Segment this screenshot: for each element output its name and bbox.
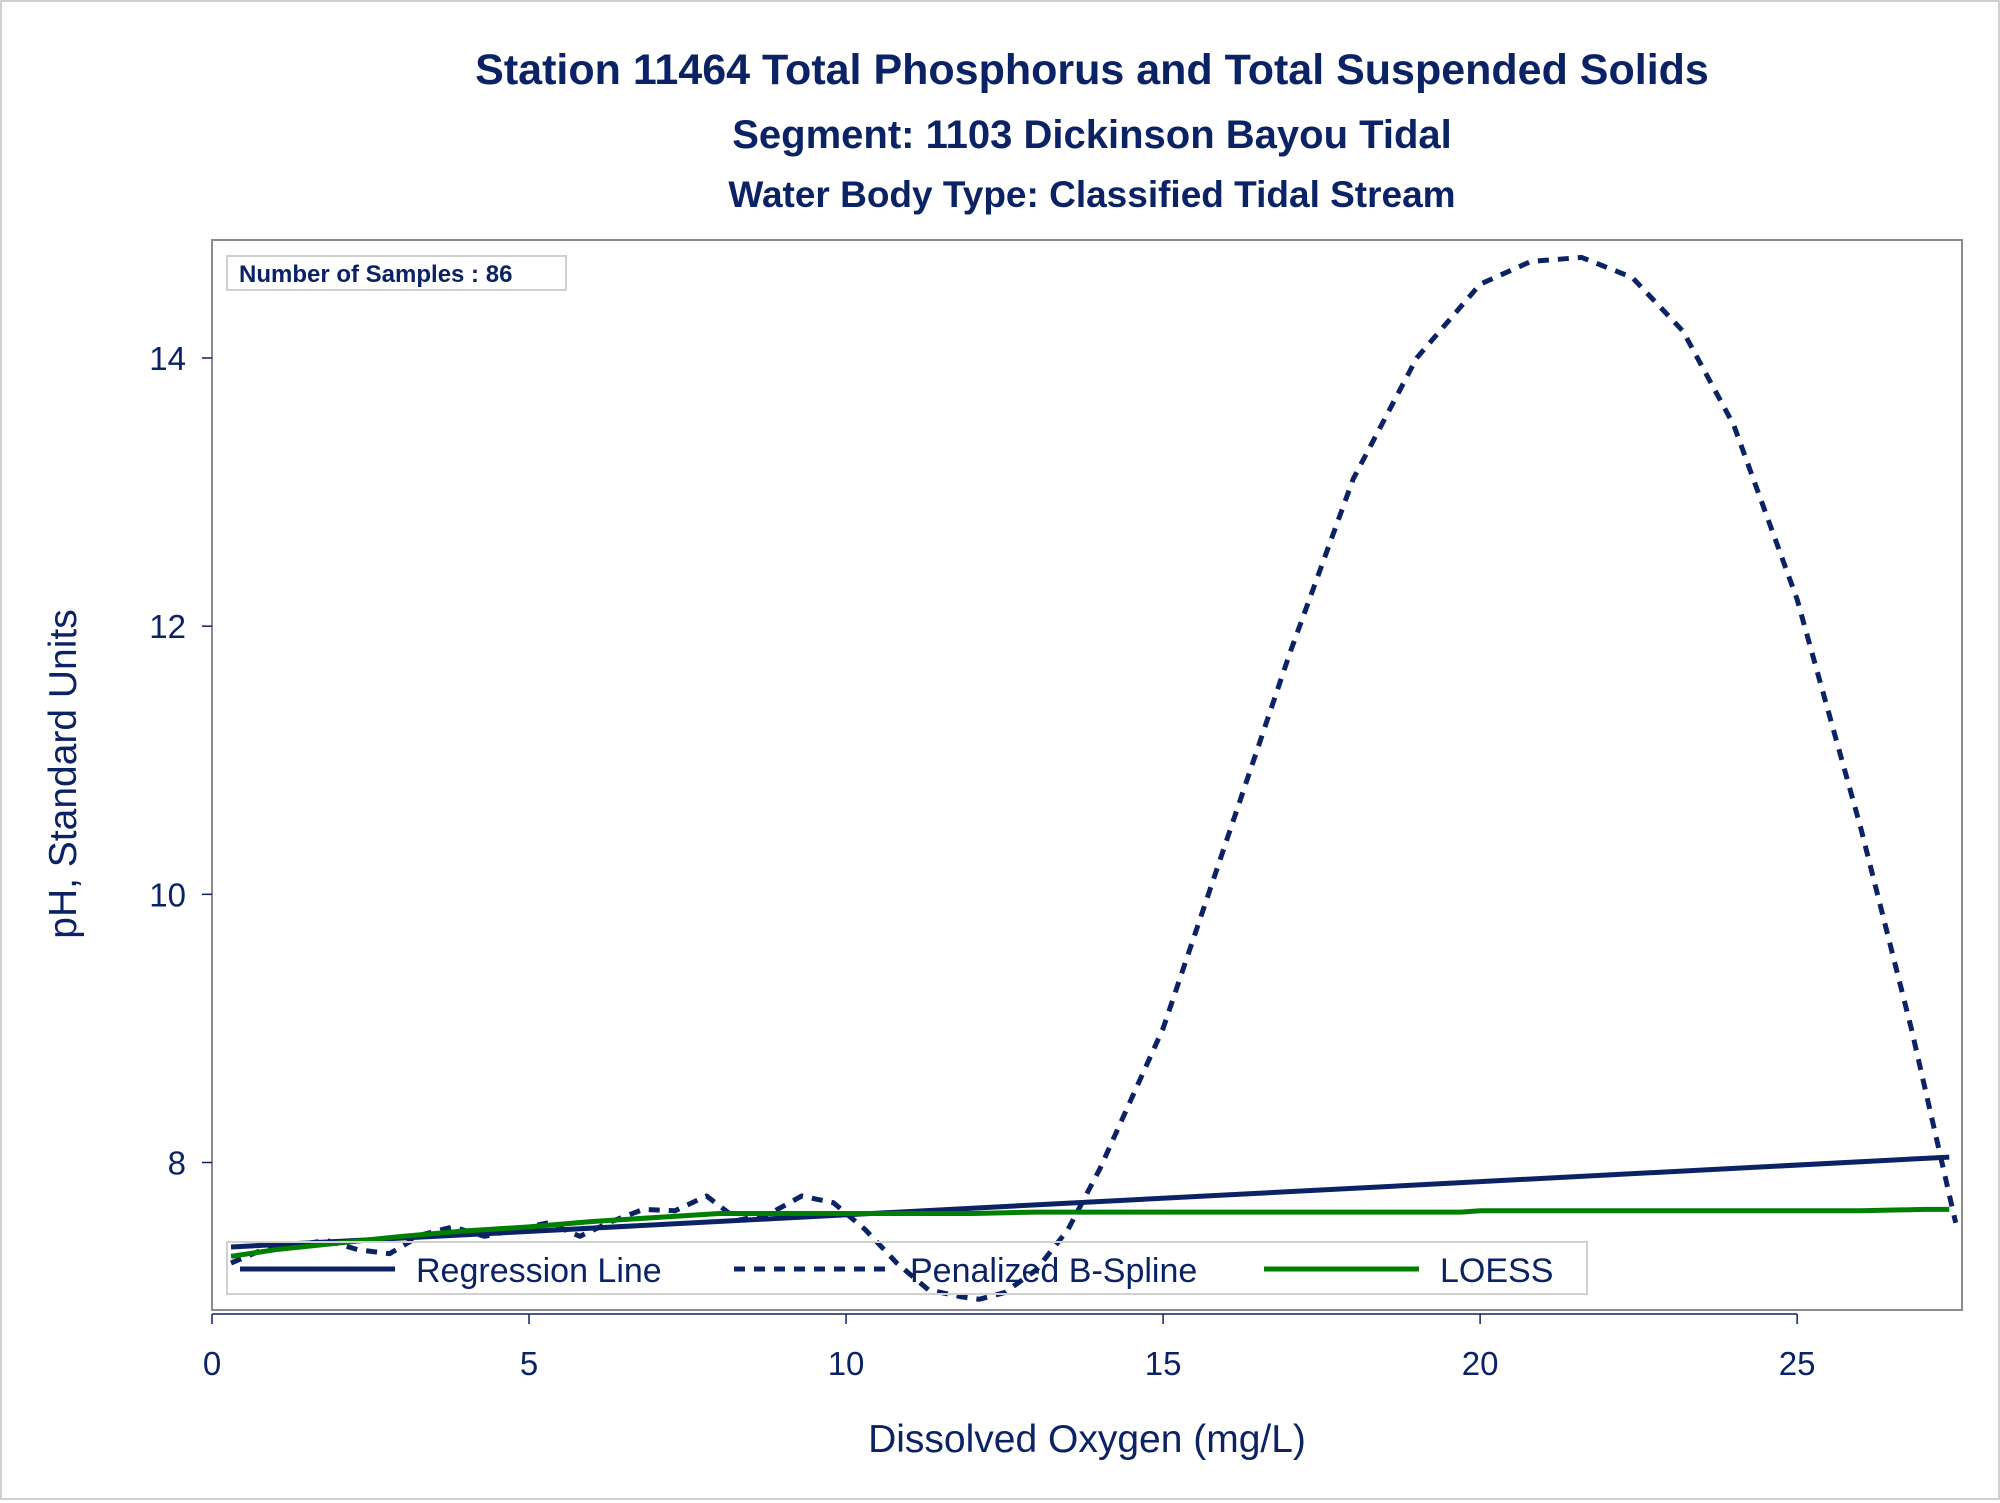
x-tick-label: 0 xyxy=(203,1345,221,1382)
series-line-2 xyxy=(230,254,1959,1302)
sample-count-box: Number of Samples : 86 xyxy=(226,255,567,291)
x-tick-label: 20 xyxy=(1462,1345,1499,1382)
x-tick-label: 5 xyxy=(520,1345,538,1382)
y-tick-label: 12 xyxy=(149,608,186,645)
y-axis-label: pH, Standard Units xyxy=(42,609,85,939)
x-tick-label: 15 xyxy=(1145,1345,1182,1382)
plot-area xyxy=(211,239,1963,1311)
series-line-3 xyxy=(230,1206,1950,1259)
sample-count-label: Number of Samples : 86 xyxy=(239,261,512,288)
chart-subtitle-2: Water Body Type: Classified Tidal Stream xyxy=(728,174,1455,215)
x-tick-label: 10 xyxy=(828,1345,865,1382)
y-tick-label: 14 xyxy=(149,340,186,377)
legend: Regression Line Penalized B-Spline LOESS xyxy=(226,1241,1588,1295)
series-line-1 xyxy=(230,1154,1950,1250)
legend-box xyxy=(226,1241,1588,1295)
legend-label-2: Penalized B-Spline xyxy=(910,1252,1197,1290)
y-tick-label: 10 xyxy=(149,876,186,913)
x-tick-label: 25 xyxy=(1779,1345,1816,1382)
legend-label-3: LOESS xyxy=(1440,1252,1553,1290)
y-tick-label: 8 xyxy=(168,1145,186,1182)
x-axis-label: Dissolved Oxygen (mg/L) xyxy=(868,1418,1306,1461)
chart-title: Station 11464 Total Phosphorus and Total… xyxy=(475,46,1709,94)
chart-subtitle: Segment: 1103 Dickinson Bayou Tidal xyxy=(732,113,1452,157)
legend-label-1: Regression Line xyxy=(416,1252,662,1290)
